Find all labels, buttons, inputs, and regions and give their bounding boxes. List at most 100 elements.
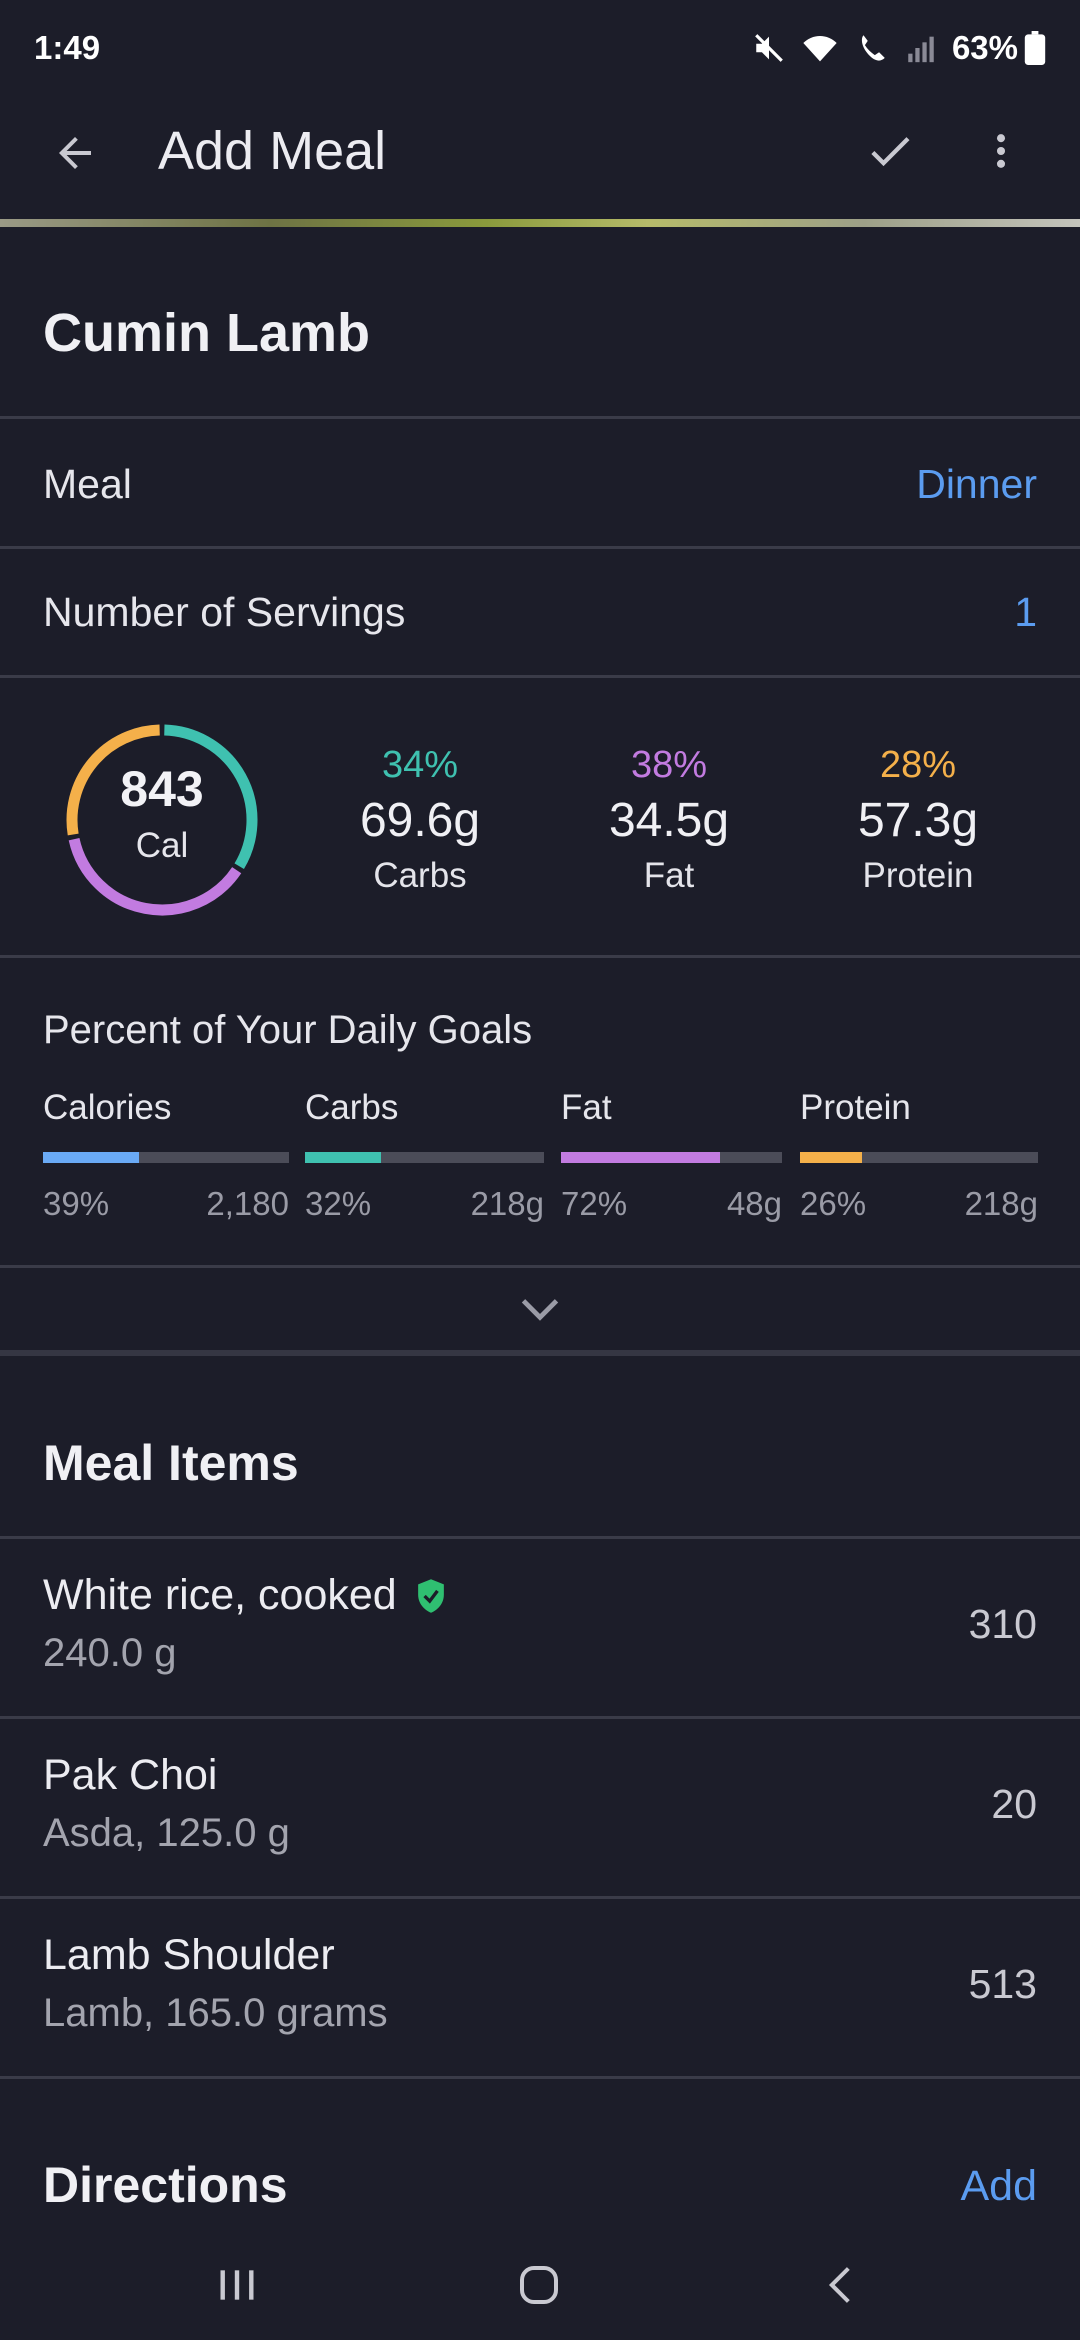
save-button[interactable] [855, 116, 925, 186]
meal-item-detail: Asda, 125.0 g [43, 1811, 290, 1855]
meal-item-pak-choi[interactable]: Pak Choi Asda, 125.0 g 20 [0, 1719, 1080, 1897]
system-back-button[interactable] [796, 2250, 886, 2320]
ring-segment-carbs [164, 724, 258, 870]
shield-check-icon [417, 1578, 444, 1613]
status-bar: 1:49 63% [0, 0, 1080, 96]
battery: 63% [952, 29, 1046, 67]
meal-item-calories: 310 [968, 1601, 1037, 1647]
meal-item-white-rice[interactable]: White rice, cooked 240.0 g 310 [0, 1539, 1080, 1717]
goal-progress-bar [43, 1152, 289, 1163]
goal-progress-bar [561, 1152, 782, 1163]
divider [0, 1896, 1080, 1899]
macro-carbs: 34% 69.6g Carbs [300, 744, 540, 896]
macro-grams: 57.3g [857, 794, 979, 847]
macro-name: Carbs [373, 856, 467, 895]
battery-icon [1024, 31, 1046, 65]
macro-fat: 38% 34.5g Fat [549, 744, 789, 896]
meal-item-detail: Lamb, 165.0 grams [43, 1991, 388, 2035]
divider [0, 1536, 1080, 1539]
meal-item-name: Lamb Shoulder [43, 1931, 335, 1979]
goal-name: Protein [800, 1088, 911, 1127]
goal-carbs: Carbs 32% 218g [305, 1088, 544, 1223]
chevron-left-icon [828, 2267, 850, 2303]
system-navigation-bar [0, 2240, 1080, 2340]
meal-item-detail: 240.0 g [43, 1631, 177, 1675]
goal-fat: Fat 72% 48g [561, 1088, 782, 1223]
more-options-button[interactable] [966, 116, 1036, 186]
goal-progress-fill [305, 1152, 382, 1163]
goal-progress-bar [305, 1152, 544, 1163]
goal-target: 48g [726, 1185, 782, 1222]
servings-value[interactable]: 1 [1014, 589, 1037, 635]
goal-progress-fill [43, 1152, 139, 1163]
directions-title: Directions [43, 2157, 288, 2213]
app-bar: Add Meal [0, 96, 1080, 206]
goal-progress-bar [800, 1152, 1038, 1163]
recent-apps-button[interactable] [192, 2250, 282, 2320]
check-icon [871, 137, 910, 167]
meal-items-title: Meal Items [43, 1435, 299, 1491]
meal-item-name: Pak Choi [43, 1751, 218, 1799]
divider [0, 1265, 1080, 1268]
calorie-ring-chart [66, 724, 258, 916]
status-time: 1:49 [34, 29, 101, 66]
meal-item-name-wrap: Pak Choi [43, 1751, 217, 1800]
meal-value[interactable]: Dinner [916, 461, 1037, 507]
meal-item-calories: 20 [991, 1781, 1037, 1827]
macro-percent: 28% [879, 744, 957, 786]
page-title: Add Meal [158, 121, 387, 181]
header-image-strip [0, 219, 1080, 227]
meal-item-name-wrap: White rice, cooked [43, 1571, 447, 1620]
divider [0, 546, 1080, 549]
macro-grams: 69.6g [359, 794, 481, 847]
goal-percent: 32% [305, 1185, 372, 1222]
wifi-icon [803, 35, 837, 62]
goal-progress-fill [561, 1152, 721, 1163]
meal-row[interactable]: Meal Dinner [0, 419, 1080, 547]
goal-percent: 39% [43, 1185, 110, 1222]
mute-icon [755, 34, 783, 62]
divider [0, 955, 1080, 958]
ring-segment-fat [68, 837, 242, 916]
recent-apps-icon [220, 2270, 254, 2300]
ring-segment-protein [66, 724, 160, 836]
expand-goals-button[interactable] [510, 1290, 570, 1330]
meal-item-name: White rice, cooked [43, 1571, 397, 1619]
goal-name: Calories [43, 1088, 172, 1127]
calories-unit: Cal [135, 826, 189, 865]
macro-protein: 28% 57.3g Protein [798, 744, 1038, 896]
meal-item-name-wrap: Lamb Shoulder [43, 1931, 335, 1980]
macro-name: Fat [643, 856, 695, 895]
home-button[interactable] [494, 2250, 584, 2320]
macro-percent: 38% [630, 744, 708, 786]
divider [0, 416, 1080, 419]
servings-label: Number of Servings [43, 589, 406, 635]
back-button[interactable] [40, 118, 110, 188]
meal-label: Meal [43, 461, 132, 507]
goal-name: Fat [561, 1088, 612, 1127]
servings-row[interactable]: Number of Servings 1 [0, 549, 1080, 677]
meal-item-lamb-shoulder[interactable]: Lamb Shoulder Lamb, 165.0 grams 513 [0, 1899, 1080, 2077]
battery-percent: 63% [951, 29, 1018, 66]
goal-calories: Calories 39% 2,180 [43, 1088, 289, 1223]
daily-goals-title: Percent of Your Daily Goals [43, 1008, 533, 1052]
home-icon [520, 2266, 558, 2304]
section-divider [0, 1350, 1080, 1356]
divider [0, 2076, 1080, 2079]
goal-target: 2,180 [206, 1185, 289, 1222]
add-directions-button[interactable]: Add [960, 2162, 1037, 2210]
macro-percent: 34% [381, 744, 459, 786]
goal-progress-fill [800, 1152, 862, 1163]
macro-name: Protein [862, 856, 974, 895]
goal-target: 218g [964, 1185, 1038, 1222]
goal-name: Carbs [305, 1088, 399, 1127]
goal-protein: Protein 26% 218g [800, 1088, 1038, 1223]
calories-total: 843 [120, 761, 204, 817]
divider [0, 675, 1080, 678]
wifi-calling-icon [861, 35, 885, 61]
signal-icon [908, 36, 934, 63]
goal-target: 218g [470, 1185, 544, 1222]
goal-percent: 72% [561, 1185, 628, 1222]
food-title: Cumin Lamb [43, 303, 371, 363]
arrow-left-icon [59, 137, 91, 169]
